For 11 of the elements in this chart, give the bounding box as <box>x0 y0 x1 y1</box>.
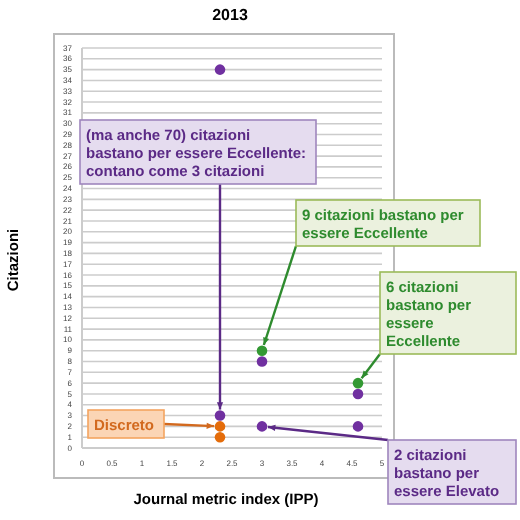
point <box>214 421 226 432</box>
point <box>352 421 364 432</box>
point <box>256 345 268 356</box>
point <box>352 388 364 400</box>
point <box>256 421 268 432</box>
point <box>214 410 226 421</box>
point <box>256 356 268 367</box>
point <box>352 377 364 389</box>
point <box>214 64 226 75</box>
point <box>214 431 226 443</box>
chart-title: 2013 <box>212 6 249 24</box>
